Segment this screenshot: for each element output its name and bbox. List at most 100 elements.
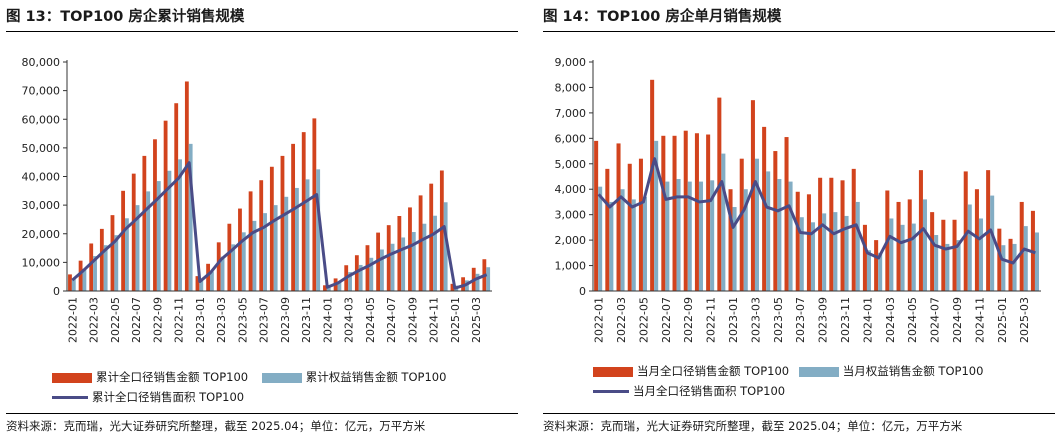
x-tick-label: 2025-03 — [1018, 297, 1031, 343]
bar-equity — [878, 252, 883, 291]
bar-equity — [348, 272, 352, 291]
bar-equity — [889, 218, 894, 291]
bar-total — [997, 228, 1002, 291]
bar-total — [963, 171, 968, 291]
bar-equity — [911, 223, 916, 291]
bar-total — [131, 173, 136, 291]
x-tick-label: 2022-11 — [705, 297, 718, 343]
y-tick-label: 70,000 — [22, 85, 61, 98]
chart-title: 图 14：TOP100 房企单月销售规模 — [543, 9, 782, 25]
x-tick-label: 2024-05 — [364, 297, 377, 343]
bar-equity — [411, 232, 416, 291]
bar-total — [365, 245, 370, 291]
y-tick-label: 50,000 — [22, 142, 61, 155]
bar-total — [280, 155, 285, 291]
bar-equity — [978, 218, 983, 291]
legend-swatch-red — [52, 372, 92, 383]
y-tick-label: 7,000 — [555, 107, 587, 120]
legend: 累计全口径销售金额 TOP100 累计权益销售金额 TOP100 累计全口径销售… — [52, 369, 446, 405]
bar-total — [259, 180, 264, 291]
bar-total — [750, 100, 755, 291]
bar-total — [896, 201, 901, 291]
bar-equity — [167, 170, 172, 291]
legend-row: 当月全口径销售金额 TOP100 当月权益销售金额 TOP100 — [593, 363, 983, 379]
legend-swatch-red — [593, 366, 633, 377]
bar-equity — [822, 213, 827, 291]
x-tick-label: 2022-03 — [88, 297, 101, 343]
bar-equity — [93, 256, 97, 291]
legend-label: 累计全口径销售金额 TOP100 — [96, 370, 249, 384]
x-tick-label: 2022-07 — [660, 297, 673, 343]
chart-title: 图 13：TOP100 房企累计销售规模 — [6, 9, 245, 25]
bar-equity — [698, 181, 703, 291]
x-tick-label: 2024-09 — [951, 297, 964, 343]
legend-label: 当月权益销售金额 TOP100 — [842, 364, 984, 378]
bar-total — [594, 140, 599, 291]
bar-total — [650, 79, 655, 291]
bar-equity — [273, 205, 278, 292]
bar-equity — [900, 224, 905, 291]
x-tick-label: 2024-03 — [343, 297, 356, 343]
bar-equity — [82, 268, 87, 291]
x-tick-label: 2025-03 — [470, 297, 483, 343]
x-tick-label: 2024-03 — [884, 297, 897, 343]
y-tick-label: 60,000 — [22, 113, 61, 126]
x-tick-label: 2023-01 — [194, 297, 207, 343]
bar-total — [227, 223, 232, 291]
bar-equity — [609, 201, 614, 291]
x-tick-label: 2024-07 — [929, 297, 942, 343]
legend-row: 累计全口径销售面积 TOP100 — [52, 389, 446, 405]
legend-item: 累计权益销售金额 TOP100 — [261, 369, 446, 385]
bar-total — [216, 242, 221, 291]
bar-equity — [146, 191, 151, 291]
bar-equity — [642, 196, 647, 291]
x-tick-label: 2023-07 — [794, 297, 807, 343]
bar-total — [661, 135, 666, 291]
x-tick-label: 2022-07 — [130, 297, 143, 343]
bar-total — [694, 133, 699, 291]
bar-equity — [1012, 243, 1017, 291]
x-tick-label: 2023-03 — [215, 297, 228, 343]
title-rule — [6, 31, 518, 32]
x-tick-label: 2022-05 — [109, 297, 122, 343]
bar-equity — [252, 220, 257, 291]
x-tick-label: 2022-01 — [66, 297, 79, 343]
legend-label: 累计全口径销售面积 TOP100 — [92, 390, 245, 404]
bar-total — [952, 219, 957, 291]
y-tick-label: 4,000 — [555, 183, 587, 196]
x-tick-label: 2022-09 — [151, 297, 164, 343]
bar-equity — [156, 181, 161, 291]
bar-equity — [188, 143, 193, 291]
y-tick-label: 0 — [579, 285, 586, 298]
bar-total — [728, 189, 733, 291]
bar-equity — [810, 222, 815, 291]
bar-equity — [799, 217, 804, 291]
bar-total — [269, 166, 274, 291]
y-tick-label: 1,000 — [555, 260, 587, 273]
y-tick-label: 8,000 — [555, 81, 587, 94]
legend-swatch-blue — [261, 372, 302, 383]
bar-equity — [178, 159, 182, 291]
bar-equity — [337, 282, 342, 291]
y-tick-label: 10,000 — [22, 256, 61, 269]
bar-total — [706, 134, 711, 291]
y-tick-label: 30,000 — [22, 199, 61, 212]
y-tick-label: 6,000 — [555, 132, 587, 145]
bar-equity — [620, 189, 625, 291]
x-tick-label: 2022-01 — [593, 297, 606, 343]
bar-total — [418, 195, 423, 291]
bar-equity — [598, 186, 603, 291]
bar-total — [397, 216, 402, 291]
x-tick-label: 2024-11 — [973, 297, 986, 343]
bar-total — [121, 190, 126, 291]
bar-total — [153, 139, 157, 291]
bar-equity — [1001, 245, 1006, 291]
bar-equity — [326, 286, 331, 291]
x-tick-label: 2023-01 — [727, 297, 740, 343]
source-note: 资料来源：克而瑞，光大证券研究所整理，截至 2025.04；单位：亿元，万平方米 — [6, 419, 426, 433]
bar-equity — [687, 181, 692, 291]
legend-item: 当月全口径销售金额 TOP100 — [593, 363, 789, 379]
bar-total — [874, 240, 879, 291]
bar-equity — [71, 278, 76, 291]
legend-item: 当月全口径销售面积 TOP100 — [593, 383, 785, 399]
